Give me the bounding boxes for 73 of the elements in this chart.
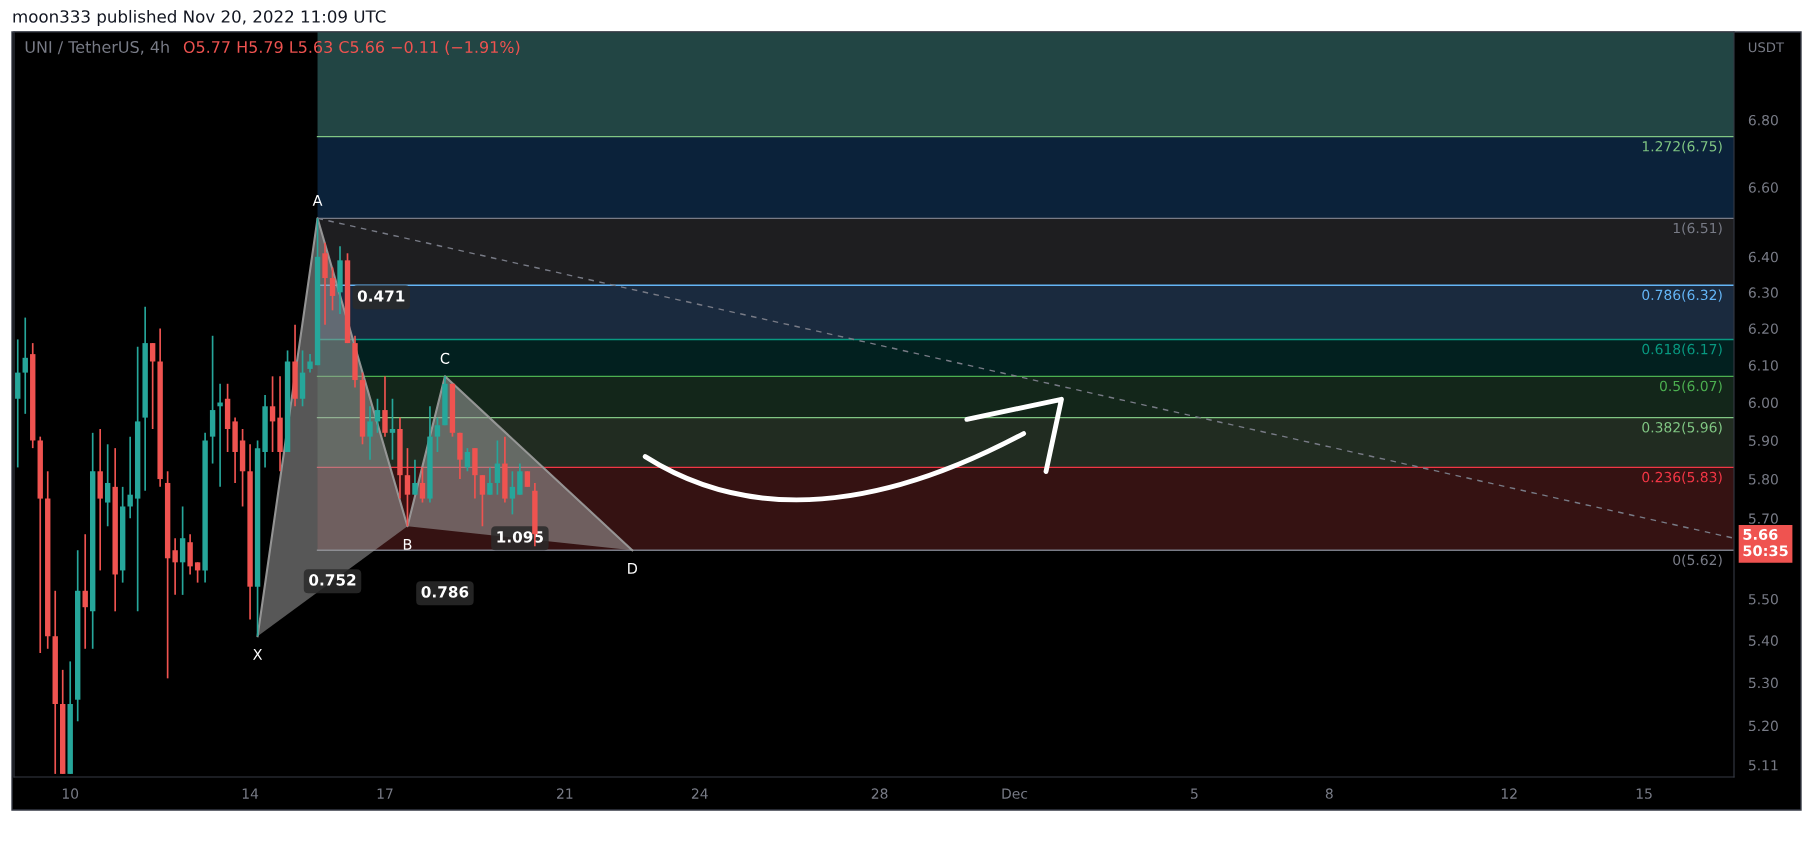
annotation: 0.752 [309,574,356,586]
x-tick-label: 17 [377,788,393,799]
candlestick [404,447,411,528]
x-tick-label: 8 [1325,788,1333,799]
candlestick [307,353,313,374]
text: 5.66 [1743,528,1778,540]
annotation: 0.471 [357,290,405,302]
candlestick [434,416,441,453]
ref-line-label: 0.618(6.17) [1642,343,1722,356]
x-tick-label: Dec [1002,788,1028,799]
candlestick [194,561,201,584]
candlestick [149,342,156,430]
candlestick [82,533,88,650]
candlestick [419,466,426,504]
x-tick-label: 14 [242,788,259,799]
y-tick-label: 6.40 [1748,251,1778,263]
ref-line-label: 1(6.51) [1673,222,1722,235]
x-tick-label: 15 [1636,788,1652,799]
candlestick [329,266,336,312]
x-tick-label: 5 [1191,788,1198,799]
chart-title: UNI / TetherUS, 4h [25,40,169,55]
candlestick [382,375,388,438]
y-tick-label: 6.60 [1748,182,1778,193]
candlestick [367,405,373,461]
candlestick [172,537,178,596]
annotation: 0.786 [421,586,469,598]
x-tick-label: 21 [557,788,573,799]
y-tick-label: 5.50 [1748,593,1778,605]
y-tick-label: 5.20 [1748,720,1778,732]
x-tick-label: 24 [691,788,708,799]
ref-line-label: 0.786(6.32) [1642,289,1722,302]
candlestick [464,447,471,473]
y-tick-label: 5.11 [1748,760,1778,771]
candlestick [517,462,523,496]
y-tick-label: 6.10 [1748,360,1778,371]
annotation: D [628,563,638,574]
candlestick [412,458,418,496]
candlestick [22,316,28,415]
candlestick [389,397,396,461]
x-tick-label: 10 [62,788,79,799]
ref-line-label: 1.272(6.75) [1642,140,1722,154]
chart-subtitle: O5.77 H5.79 L5.63 C5.66 −0.11 (−1.91%) [183,40,520,55]
candlestick [269,375,276,453]
annotation: C [440,352,450,364]
candlestick [104,443,111,528]
candlestick [494,439,501,496]
x-tick-label: 28 [871,788,888,799]
text: 50:35 [1743,545,1788,557]
y-tick-label: 6.20 [1748,323,1778,334]
ref-line-label: 0.5(6.07) [1659,380,1722,393]
annotation: A [312,195,323,206]
annotation: B [403,539,412,550]
x-tick-label: 12 [1501,788,1517,799]
y-tick-label: 6.00 [1748,397,1778,408]
ref-line-label: 0.382(5.96) [1642,421,1722,435]
text: moon333 published Nov 20, 2022 11:09 UTC [13,9,386,27]
candlestick [127,435,133,520]
y-tick-label: 5.80 [1748,474,1778,485]
candlestick [487,466,493,496]
y-tick-label: 6.30 [1748,287,1778,298]
ref-line-label: 0.236(5.83) [1642,471,1722,484]
y-tick-label: 5.90 [1748,435,1778,446]
y-tick-label: 6.80 [1748,114,1778,126]
y-tick-label: 5.30 [1748,677,1778,689]
candlestick [374,397,381,434]
y-tick-label: 5.40 [1748,635,1778,646]
candlestick [479,474,486,528]
y-tick-label: 5.70 [1748,513,1778,524]
y-axis-title: USDT [1748,42,1785,53]
annotation: X [253,649,263,660]
ref-line-label: 0(5.62) [1673,554,1722,567]
candlestick [217,382,223,488]
candlestick [509,470,516,516]
